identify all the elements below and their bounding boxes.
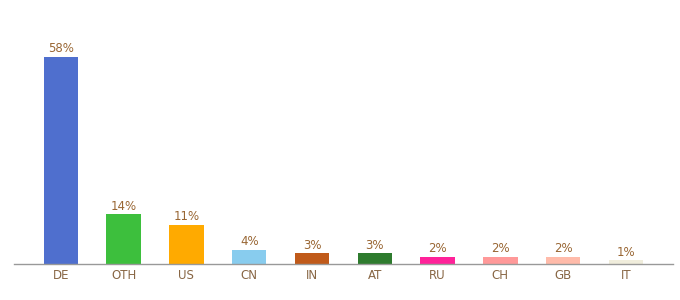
Text: 2%: 2% xyxy=(428,242,447,255)
Text: 4%: 4% xyxy=(240,235,258,248)
Text: 3%: 3% xyxy=(303,239,321,252)
Bar xyxy=(232,250,267,264)
Bar xyxy=(169,225,204,264)
Bar xyxy=(44,57,78,264)
Text: 14%: 14% xyxy=(111,200,137,212)
Text: 11%: 11% xyxy=(173,210,199,223)
Bar xyxy=(358,253,392,264)
Bar xyxy=(483,257,517,264)
Text: 3%: 3% xyxy=(366,239,384,252)
Text: 58%: 58% xyxy=(48,42,74,55)
Bar xyxy=(106,214,141,264)
Bar xyxy=(546,257,581,264)
Text: 1%: 1% xyxy=(617,246,635,259)
Bar xyxy=(420,257,455,264)
Text: 2%: 2% xyxy=(554,242,573,255)
Bar xyxy=(294,253,329,264)
Text: 2%: 2% xyxy=(491,242,510,255)
Bar xyxy=(609,260,643,264)
